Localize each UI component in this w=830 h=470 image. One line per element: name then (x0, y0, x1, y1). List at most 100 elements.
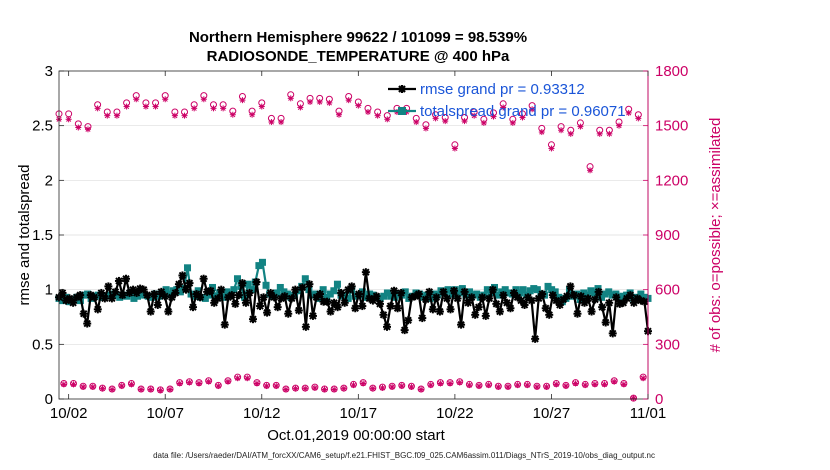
rmse-point (104, 282, 113, 291)
rmse-point (185, 279, 194, 288)
rmse-point (485, 294, 494, 303)
rmse-point (386, 302, 395, 311)
rmse-point (531, 334, 540, 343)
totalspread-point (548, 286, 556, 294)
obs-assimilated-marker (133, 96, 140, 103)
rmse-point (291, 285, 300, 294)
rmse-point (379, 310, 388, 319)
totalspread-point (380, 292, 388, 300)
obs-assimilated-marker (316, 98, 323, 105)
rmse-point (196, 293, 205, 302)
rmse-point (118, 291, 127, 300)
rmse-point (301, 322, 310, 331)
rmse-point (383, 322, 392, 331)
rmse-point (457, 320, 466, 329)
x-tick-label: 10/17 (340, 405, 378, 422)
rmse-point (421, 295, 430, 304)
rmse-point (284, 309, 293, 318)
rmse-point (178, 271, 187, 280)
totalspread-point (580, 289, 588, 297)
obs-assimilated-marker (384, 116, 391, 123)
obs-assimilated-marker (258, 103, 265, 110)
totalspread-point (501, 286, 509, 294)
totalspread-point (244, 280, 252, 288)
obs-assimilated-marker (287, 95, 294, 102)
rmse-point (326, 307, 335, 316)
totalspread-point (605, 288, 613, 296)
totalspread-point (301, 275, 309, 283)
obs-assimilated-marker (171, 112, 178, 119)
right-tick-label: 300 (655, 336, 680, 353)
totalspread-point (84, 290, 92, 298)
totalspread-point (262, 281, 270, 289)
totalspread-point (533, 286, 541, 294)
obs-assimilated-marker (191, 105, 198, 112)
obs-assimilated-marker (427, 382, 434, 389)
rmse-point (594, 287, 603, 296)
obs-assimilated-marker (480, 119, 487, 126)
rmse-point (520, 300, 529, 309)
obs-assimilated-marker (273, 383, 280, 390)
totalspread-point (358, 288, 366, 296)
rmse-point (492, 299, 501, 308)
totalspread-point (155, 292, 163, 300)
totalspread-point (473, 290, 481, 298)
totalspread-point (455, 289, 463, 297)
rmse-point (453, 294, 462, 303)
rmse-point (231, 299, 240, 308)
rmse-point (605, 298, 614, 307)
rmse-point (358, 302, 367, 311)
rmse-point (354, 290, 363, 299)
rmse-point (527, 296, 536, 305)
x-tick-label: 10/27 (533, 405, 571, 422)
rmse-point (435, 307, 444, 316)
rmse-point (502, 298, 511, 307)
rmse-point (294, 306, 303, 315)
totalspread-point (530, 285, 538, 293)
y-axis-label-left: rmse and totalspread (16, 165, 33, 306)
obs-assimilated-marker (601, 381, 608, 388)
obs-assimilated-marker (196, 380, 203, 387)
totalspread-point (219, 293, 227, 301)
totalspread-point (316, 294, 324, 302)
rmse-point (114, 276, 123, 285)
obs-assimilated-marker (220, 105, 227, 112)
totalspread-point (383, 289, 391, 297)
obs-assimilated-marker (514, 382, 521, 389)
rmse-point (481, 311, 490, 320)
obs-assimilated-marker (456, 379, 463, 386)
legend-rmse-marker (398, 85, 406, 93)
obs-assimilated-marker (84, 126, 91, 133)
rmse-point (548, 291, 557, 300)
rmse-point (263, 308, 272, 317)
rmse-point (626, 291, 635, 300)
rmse-point (111, 287, 120, 296)
rmse-point (234, 291, 243, 300)
obs-assimilated-marker (307, 98, 314, 105)
rmse-point (139, 285, 148, 294)
totalspread-point (223, 288, 231, 296)
obs-assimilated-marker (297, 104, 304, 111)
totalspread-point (640, 293, 648, 301)
totalspread-point (184, 264, 192, 272)
rmse-point (608, 329, 617, 338)
rmse-point (79, 309, 88, 318)
left-tick-label: 3 (45, 63, 53, 80)
obs-assimilated-marker (582, 382, 589, 389)
obs-assimilated-marker (147, 386, 154, 393)
obs-assimilated-marker (200, 96, 207, 103)
totalspread-point (341, 292, 349, 300)
x-axis: 10/02 10/07 10/12 10/17 10/22 10/27 11/01 (50, 71, 666, 422)
totalspread-point (637, 290, 645, 298)
rmse-point (640, 297, 649, 306)
obs-assimilated-marker (519, 114, 526, 121)
obs-assimilated-marker (509, 119, 516, 126)
obs-assimilated-marker (543, 383, 550, 390)
rmse-point (241, 298, 250, 307)
obs-assimilated-marker (176, 380, 183, 387)
rmse-point (143, 291, 152, 300)
rmse-point (58, 288, 67, 297)
rmse-point (270, 293, 279, 302)
obs-assimilated-marker (109, 386, 116, 393)
